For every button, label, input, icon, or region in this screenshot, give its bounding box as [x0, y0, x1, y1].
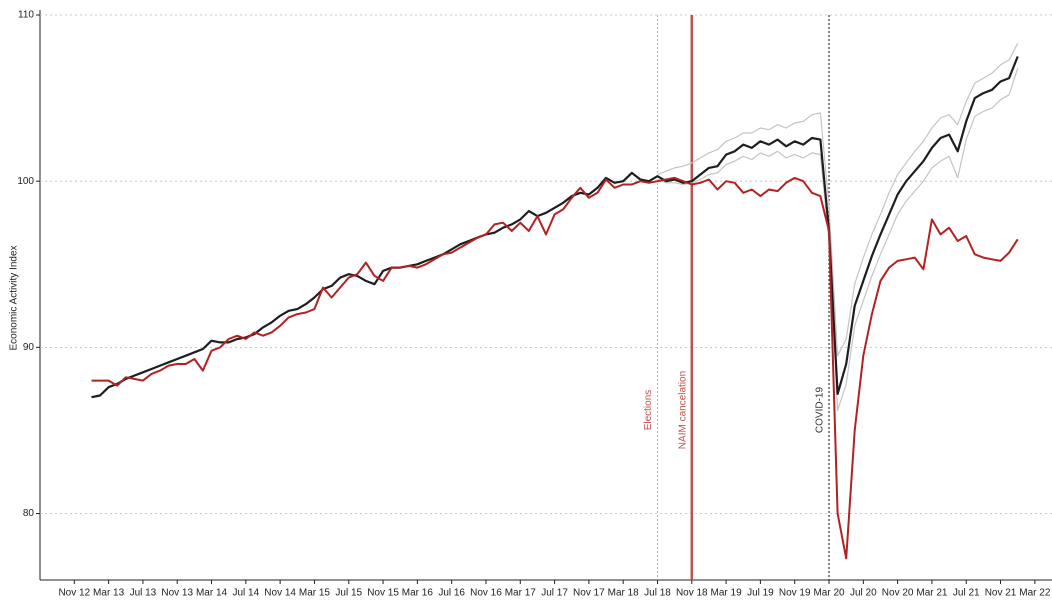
x-tick-label: Jul 16 — [438, 588, 465, 599]
y-axis-title: Economic Activity Index — [9, 245, 20, 350]
x-tick-label: Nov 21 — [985, 588, 1017, 599]
x-tick-label: Jul 21 — [953, 588, 980, 599]
x-tick-label: Mar 13 — [93, 588, 125, 599]
x-tick-label: Nov 20 — [882, 588, 914, 599]
x-tick-label: Jul 14 — [232, 588, 259, 599]
x-tick-label: Mar 21 — [916, 588, 948, 599]
y-tick-label: 80 — [23, 508, 35, 519]
series-line — [657, 43, 1019, 357]
x-tick-label: Nov 14 — [264, 588, 296, 599]
y-tick-label: 90 — [23, 342, 35, 353]
x-tick-label: Jul 19 — [747, 588, 774, 599]
series-line — [657, 68, 1019, 412]
series-line — [91, 56, 1019, 399]
y-tick-label: 110 — [18, 10, 34, 21]
x-tick-label: Mar 22 — [1019, 588, 1051, 599]
x-tick-label: Jul 13 — [130, 588, 157, 599]
x-tick-label: Nov 17 — [573, 588, 605, 599]
x-tick-label: Nov 16 — [470, 588, 502, 599]
x-tick-label: Mar 20 — [813, 588, 845, 599]
x-tick-label: Nov 12 — [58, 588, 90, 599]
x-tick-label: Nov 15 — [367, 588, 399, 599]
x-tick-label: Nov 13 — [161, 588, 193, 599]
x-tick-label: Mar 17 — [505, 588, 537, 599]
x-tick-label: Jul 17 — [541, 588, 568, 599]
x-tick-label: Nov 19 — [779, 588, 811, 599]
event-label: Elections — [643, 390, 654, 431]
x-tick-label: Mar 15 — [299, 588, 331, 599]
x-tick-label: Mar 18 — [608, 588, 640, 599]
x-tick-label: Nov 18 — [676, 588, 708, 599]
x-tick-label: Jul 18 — [644, 588, 671, 599]
y-tick-label: 100 — [17, 176, 34, 187]
x-tick-label: Jul 20 — [850, 588, 877, 599]
x-tick-label: Mar 19 — [711, 588, 743, 599]
x-tick-label: Mar 14 — [196, 588, 228, 599]
x-tick-label: Jul 15 — [335, 588, 362, 599]
series-line — [91, 176, 1019, 560]
x-tick-label: Mar 16 — [402, 588, 434, 599]
event-label: NAIM cancelation — [677, 371, 688, 449]
event-label: COVID-19 — [815, 387, 826, 434]
